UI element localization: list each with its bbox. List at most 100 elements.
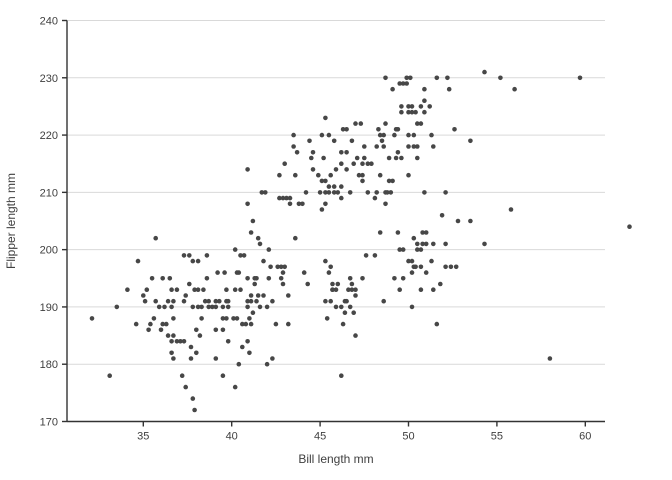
- data-point: [210, 304, 215, 310]
- data-point: [107, 373, 112, 379]
- data-point: [468, 218, 473, 224]
- data-point: [169, 287, 174, 293]
- data-point: [418, 121, 424, 126]
- x-tick-label: 40: [226, 431, 238, 443]
- data-point: [194, 327, 199, 333]
- data-point: [247, 350, 252, 356]
- data-point: [206, 298, 211, 304]
- data-point: [390, 178, 395, 184]
- data-point: [353, 287, 358, 293]
- data-point: [363, 253, 369, 258]
- data-point: [287, 201, 293, 207]
- data-point: [149, 276, 155, 281]
- data-point: [344, 150, 349, 155]
- data-point: [406, 172, 411, 178]
- data-point: [286, 293, 291, 298]
- data-point: [238, 287, 243, 293]
- data-point: [429, 258, 434, 264]
- data-point: [225, 339, 231, 344]
- data-point: [376, 127, 381, 132]
- data-point: [174, 339, 180, 344]
- y-tick-label: 230: [40, 73, 58, 85]
- data-point: [418, 264, 424, 270]
- data-point: [392, 132, 397, 138]
- data-point: [293, 172, 298, 178]
- data-point: [188, 344, 194, 350]
- data-point: [241, 253, 247, 258]
- data-point: [323, 201, 328, 207]
- data-point: [234, 316, 240, 321]
- data-point: [266, 276, 272, 281]
- data-point: [415, 155, 420, 161]
- data-point: [206, 304, 211, 310]
- data-point: [238, 253, 243, 258]
- data-point: [395, 127, 401, 132]
- data-point: [282, 161, 288, 166]
- data-point: [413, 109, 418, 115]
- data-point: [220, 316, 226, 321]
- data-point: [323, 178, 328, 184]
- data-point: [300, 201, 305, 207]
- data-point: [247, 316, 252, 321]
- data-point: [266, 247, 272, 252]
- data-point: [331, 190, 337, 195]
- data-point: [148, 321, 153, 327]
- y-tick-label: 170: [40, 417, 58, 429]
- data-point: [420, 241, 425, 247]
- data-point: [339, 373, 344, 379]
- data-point: [333, 304, 339, 310]
- data-point: [169, 350, 174, 356]
- data-point: [374, 144, 380, 149]
- data-point: [245, 276, 250, 281]
- y-tick-label: 220: [40, 130, 58, 142]
- data-point: [224, 316, 229, 321]
- data-point: [243, 321, 249, 327]
- data-point: [415, 247, 420, 252]
- y-tick-label: 200: [40, 245, 58, 257]
- data-point: [280, 195, 286, 201]
- data-point: [316, 172, 321, 178]
- data-point: [383, 75, 388, 81]
- data-point: [404, 81, 410, 86]
- data-point: [199, 316, 204, 321]
- data-point: [365, 190, 371, 195]
- data-point: [192, 287, 197, 293]
- data-point: [284, 195, 289, 201]
- data-point: [379, 138, 385, 144]
- data-point: [142, 298, 148, 304]
- data-point: [344, 298, 349, 304]
- data-point: [114, 304, 120, 310]
- data-point: [431, 241, 436, 247]
- data-point: [347, 276, 353, 281]
- data-point: [165, 298, 171, 304]
- data-point: [386, 155, 392, 161]
- data-point: [395, 230, 401, 235]
- data-point: [409, 109, 415, 115]
- data-point: [240, 344, 245, 350]
- y-tick-label: 190: [40, 302, 58, 314]
- data-point: [351, 161, 357, 166]
- x-tick-label: 45: [314, 431, 326, 443]
- data-point: [264, 361, 270, 367]
- data-point: [323, 190, 328, 195]
- data-point: [330, 281, 335, 287]
- data-point: [482, 241, 487, 247]
- data-point: [263, 190, 268, 195]
- data-point: [280, 270, 286, 275]
- data-point: [232, 287, 238, 293]
- data-point: [319, 178, 325, 184]
- data-point: [372, 195, 378, 201]
- data-point: [395, 150, 401, 155]
- data-point: [399, 104, 404, 109]
- data-point: [213, 356, 219, 361]
- data-point: [385, 190, 390, 195]
- data-point: [406, 144, 411, 149]
- data-point: [453, 264, 459, 270]
- data-point: [232, 384, 238, 390]
- data-point: [190, 258, 196, 264]
- data-point: [422, 86, 427, 92]
- data-point: [171, 298, 176, 304]
- data-point: [245, 298, 250, 304]
- data-point: [335, 281, 341, 287]
- data-point: [319, 207, 325, 212]
